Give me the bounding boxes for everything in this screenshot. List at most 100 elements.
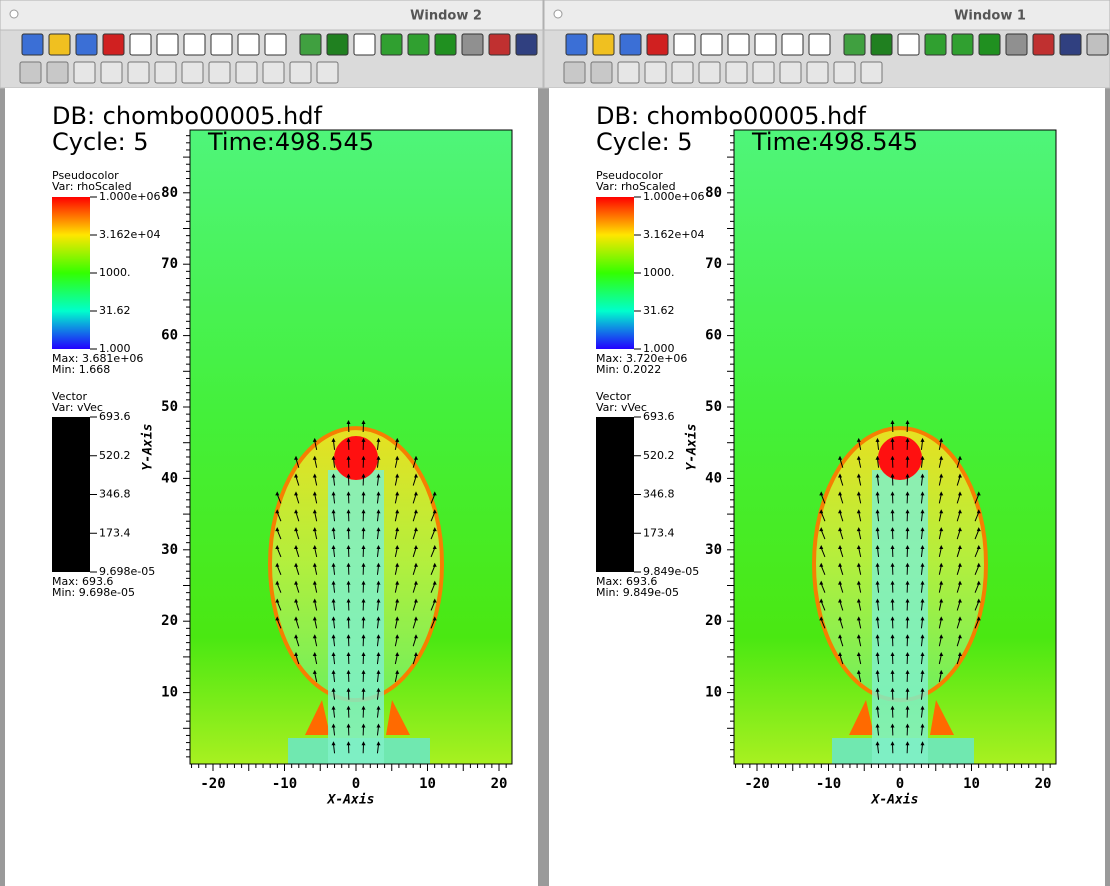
toolbar-button[interactable] [671,61,694,84]
toolbar-button[interactable] [779,61,802,84]
toolbar-button[interactable] [978,33,1001,56]
toolbar-button[interactable] [727,33,750,56]
velocity-arrow [333,601,336,611]
toolbar-button[interactable] [924,33,947,56]
toolbar-button[interactable] [127,61,150,84]
toolbar-button[interactable] [843,33,866,56]
toolbar-button[interactable] [897,33,920,56]
toolbar-button[interactable] [434,33,457,56]
toolbar-button[interactable] [156,33,179,56]
toolbar-button[interactable] [75,33,98,56]
toolbar-button[interactable] [754,33,777,56]
velocity-arrow-head [395,544,400,549]
toolbar-button[interactable] [1005,33,1028,56]
toolbar-button[interactable] [808,33,831,56]
velocity-arrow-head [346,669,351,674]
toolbar-button[interactable] [833,61,856,84]
toolbar-button[interactable] [619,33,642,56]
toolbar-button[interactable] [646,33,669,56]
color-bar-label: 1.000 [643,342,675,355]
toolbar-button[interactable] [262,61,285,84]
toolbar-button[interactable] [700,33,723,56]
velocity-arrow-head [875,509,880,514]
x-tick-label: -20 [200,776,225,792]
toolbar-button[interactable] [617,61,640,84]
toolbar-button[interactable] [565,33,588,56]
toolbar-button[interactable] [208,61,231,84]
toolbar-button[interactable] [353,33,376,56]
toolbar-button[interactable] [46,61,69,84]
vector-bar-label: 520.2 [643,449,675,462]
toolbar-button[interactable] [752,61,775,84]
toolbar-button[interactable] [563,61,586,84]
velocity-arrow [858,672,862,682]
toolbar-button[interactable] [264,33,287,56]
toolbar-button[interactable] [326,33,349,56]
velocity-arrow [920,512,923,522]
velocity-arrow [920,565,923,575]
toolbar-button[interactable] [860,61,883,84]
toolbar-button[interactable] [407,33,430,56]
toolbar-button[interactable] [181,61,204,84]
toolbar-button[interactable] [1059,33,1082,56]
toolbar-button[interactable] [951,33,974,56]
velocity-arrow [314,440,318,450]
velocity-arrow [412,583,417,593]
toolbar-button[interactable] [289,61,312,84]
toolbar-button[interactable] [73,61,96,84]
toolbar-button[interactable] [102,33,125,56]
toolbar-button[interactable] [781,33,804,56]
toolbar-button[interactable] [316,61,339,84]
window-menu-button[interactable] [9,9,19,19]
toolbar-button[interactable] [183,33,206,56]
velocity-arrow-head [361,634,366,639]
velocity-arrow [333,654,336,665]
toolbar-button[interactable] [237,33,260,56]
toolbar-button[interactable] [210,33,233,56]
legend-min: Min: 9.698e-05 [52,586,135,599]
velocity-arrow [333,708,336,718]
title-bar [0,0,544,31]
velocity-arrow-head [905,652,910,657]
toolbar-button[interactable] [725,61,748,84]
x-axis-label: X-Axis [327,793,375,808]
velocity-arrow-head [890,580,895,585]
toolbar-button[interactable] [100,61,123,84]
plot-frame [189,129,513,765]
velocity-arrow-head [414,598,418,603]
toolbar-button[interactable] [592,33,615,56]
velocity-arrow-head [875,598,880,603]
velocity-arrow [295,547,300,558]
toolbar-button[interactable] [299,33,322,56]
color-bar [596,197,634,349]
toolbar-button[interactable] [870,33,893,56]
velocity-arrow [295,565,300,575]
velocity-arrow-head [361,741,366,746]
toolbar-button[interactable] [644,61,667,84]
toolbar-button[interactable] [129,33,152,56]
toolbar-button[interactable] [488,33,511,56]
toolbar-button[interactable] [1032,33,1055,56]
velocity-arrow-head [920,741,925,746]
toolbar-button[interactable] [380,33,403,56]
toolbar-button[interactable] [21,33,44,56]
toolbar-button[interactable] [698,61,721,84]
toolbar-button[interactable] [154,61,177,84]
toolbar-button[interactable] [19,61,42,84]
toolbar-button[interactable] [590,61,613,84]
velocity-arrow [956,512,961,522]
velocity-arrow-head [331,741,336,746]
window-menu-button[interactable] [553,9,563,19]
toolbar-button[interactable] [1086,33,1109,56]
toolbar-button[interactable] [461,33,484,56]
velocity-arrow-head [312,527,317,532]
toolbar-button[interactable] [48,33,71,56]
toolbar-button[interactable] [806,61,829,84]
velocity-arrow-head [414,616,418,621]
color-bar [52,197,90,349]
toolbar-button[interactable] [235,61,258,84]
velocity-arrow [295,494,300,504]
toolbar-button[interactable] [515,33,538,56]
velocity-arrow [314,654,318,665]
toolbar-button[interactable] [673,33,696,56]
